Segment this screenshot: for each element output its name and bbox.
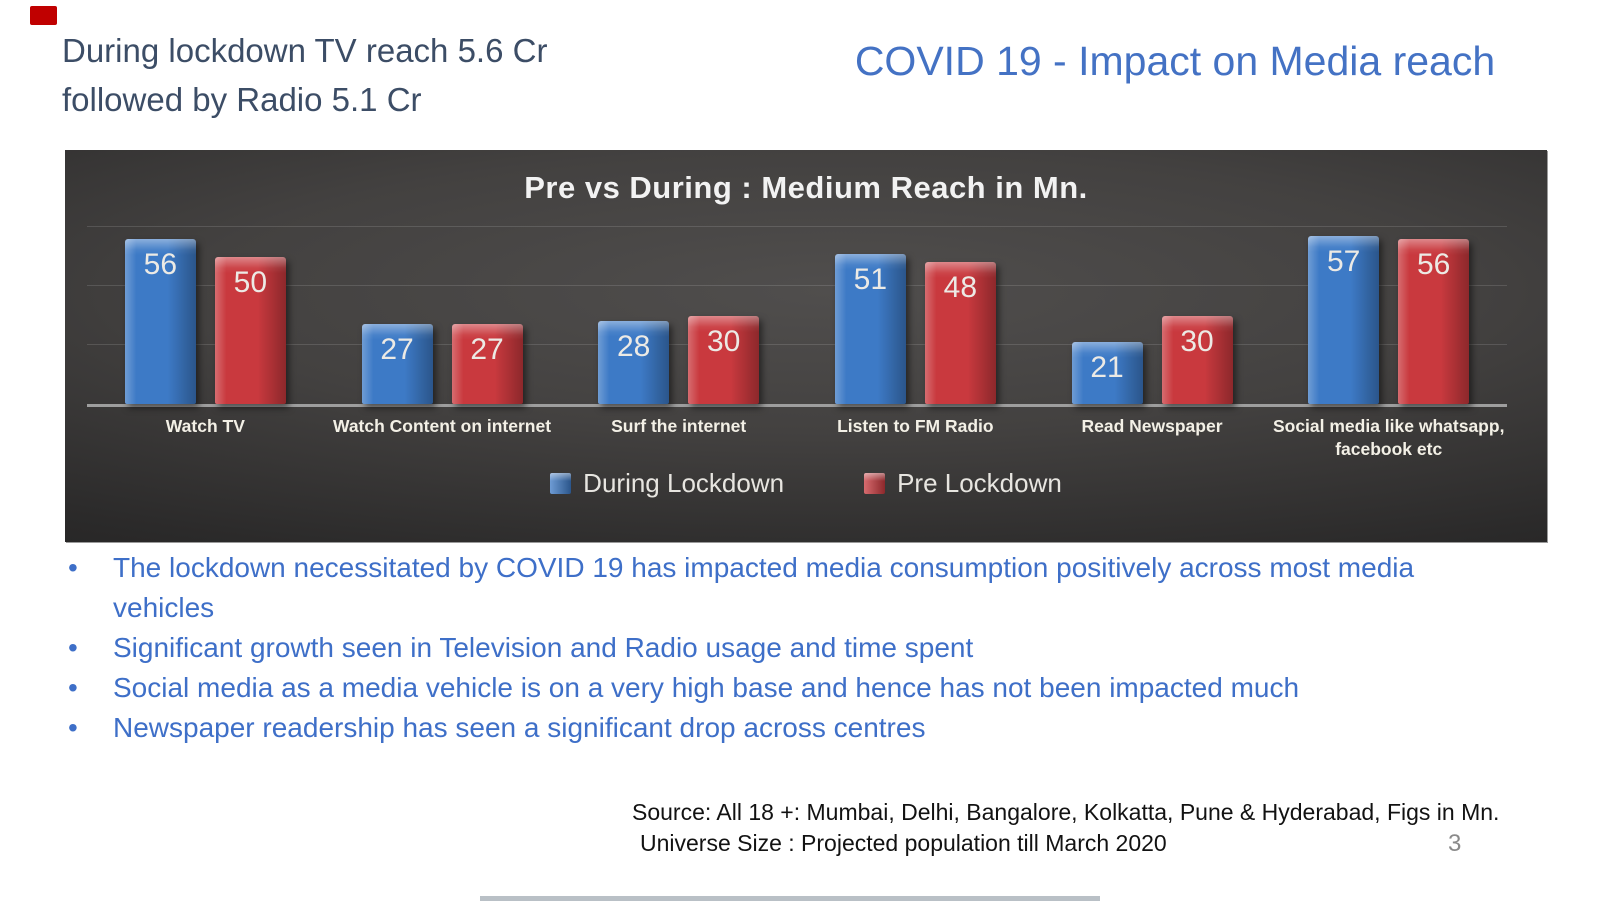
bullet-item: Newspaper readership has seen a signific… (62, 708, 1443, 748)
bar-value-label: 21 (1090, 351, 1124, 385)
legend-swatch-icon (864, 473, 886, 494)
bar-pre-lockdown-6: 56 (1398, 238, 1470, 404)
chart-panel: Pre vs During : Medium Reach in Mn. 56 50… (65, 150, 1547, 542)
note-line-2: followed by Radio 5.1 Cr (62, 81, 422, 118)
category-label-2: Watch Content on internet (332, 416, 552, 436)
plot-area: 56 50 27 27 28 30 51 48 21 30 57 56 (87, 210, 1507, 407)
bar-value-label: 30 (1180, 324, 1214, 358)
page-number: 3 (1448, 830, 1462, 857)
bar-value-label: 56 (143, 247, 178, 281)
bar-pre-lockdown-2: 27 (451, 324, 523, 404)
bar-during-lockdown-1: 56 (124, 238, 196, 404)
legend-label: Pre Lockdown (897, 468, 1062, 498)
bar-during-lockdown-5: 21 (1071, 342, 1143, 404)
bar-pre-lockdown-5: 30 (1161, 315, 1233, 404)
category-label-1: Watch TV (165, 416, 245, 436)
category-label-5: Read Newspaper (1081, 416, 1223, 436)
gridline-20 (87, 344, 1507, 345)
bar-during-lockdown-2: 27 (361, 324, 433, 404)
bar-pre-lockdown-4: 48 (924, 262, 996, 404)
bar-value-label: 57 (1327, 244, 1361, 278)
bar-value-label: 27 (470, 333, 504, 367)
bar-group-2: 27 27 (324, 210, 561, 404)
bar-value-label: 50 (233, 265, 268, 299)
gridline-40 (87, 285, 1507, 286)
legend-label: During Lockdown (583, 468, 785, 498)
bar-value-label: 30 (706, 324, 741, 358)
bar-groups-row: 56 50 27 27 28 30 51 48 21 30 57 56 (87, 210, 1507, 404)
chart-title: Pre vs During : Medium Reach in Mn. (524, 170, 1088, 205)
bar-pre-lockdown-3: 30 (688, 315, 760, 404)
bullet-item: Significant growth seen in Television an… (62, 628, 1443, 668)
legend-item-during-lockdown: During Lockdown (550, 468, 784, 499)
source-line-1: Source: All 18 +: Mumbai, Delhi, Bangalo… (632, 799, 1500, 825)
top-left-note: During lockdown TV reach 5.6 Cr followed… (62, 26, 547, 124)
legend-swatch-icon (550, 473, 572, 494)
bar-group-6: 57 56 (1270, 210, 1507, 404)
bar-pre-lockdown-1: 50 (214, 256, 286, 404)
bar-value-label: 28 (616, 330, 651, 364)
bullet-item: The lockdown necessitated by COVID 19 ha… (62, 548, 1443, 628)
category-label-4: Listen to FM Radio (837, 416, 994, 436)
bar-group-3: 28 30 (560, 210, 797, 404)
bullet-item: Social media as a media vehicle is on a … (62, 668, 1443, 708)
bar-value-label: 51 (853, 262, 888, 296)
chart-legend: During Lockdown Pre Lockdown (65, 468, 1547, 499)
slide-title: COVID 19 - Impact on Media reach (854, 38, 1496, 84)
bar-during-lockdown-4: 51 (834, 253, 906, 404)
bar-during-lockdown-6: 57 (1308, 235, 1380, 404)
bar-value-label: 27 (380, 333, 414, 367)
note-line-1: During lockdown TV reach 5.6 Cr (62, 32, 548, 69)
bar-value-label: 56 (1417, 247, 1451, 281)
bar-group-5: 21 30 (1034, 210, 1271, 404)
bottom-scroll-strip (480, 896, 1100, 901)
bar-during-lockdown-3: 28 (598, 321, 670, 404)
category-labels-row: Watch TV Watch Content on internet Surf th… (87, 415, 1507, 461)
corner-red-mark (30, 6, 57, 25)
bar-value-label: 48 (943, 271, 978, 305)
bar-group-4: 51 48 (797, 210, 1034, 404)
source-line-2: Universe Size : Projected population til… (640, 830, 1167, 856)
bullet-list: The lockdown necessitated by COVID 19 ha… (62, 548, 1443, 748)
gridline-60 (87, 226, 1507, 227)
category-label-3: Surf the internet (611, 416, 747, 436)
source-note: Source: All 18 +: Mumbai, Delhi, Bangalo… (632, 797, 1499, 859)
bar-group-1: 56 50 (87, 210, 324, 404)
category-label-6: Social media like whatsapp, facebook etc (1272, 416, 1505, 459)
legend-item-pre-lockdown: Pre Lockdown (864, 468, 1062, 499)
